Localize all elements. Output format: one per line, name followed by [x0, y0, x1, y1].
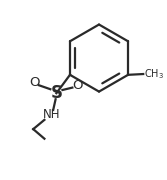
Text: NH: NH [43, 108, 60, 121]
Text: O: O [72, 79, 82, 92]
Text: CH$_3$: CH$_3$ [144, 67, 164, 81]
Text: S: S [50, 84, 62, 102]
Text: O: O [29, 76, 39, 89]
